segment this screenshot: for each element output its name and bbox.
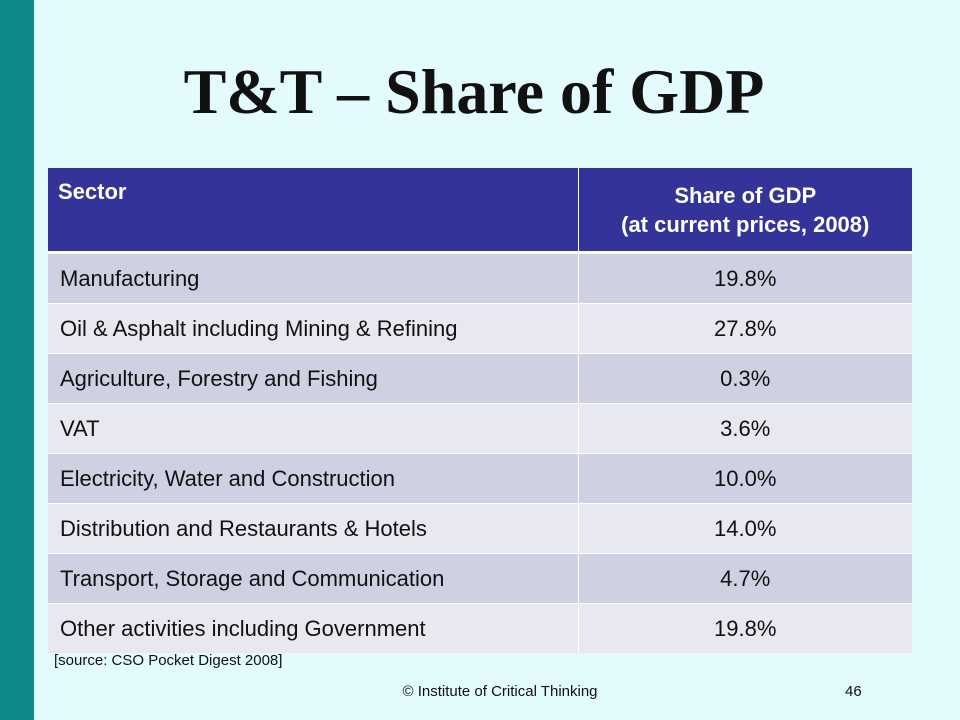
sector-cell: Distribution and Restaurants & Hotels (48, 503, 578, 554)
table-row: VAT 3.6% (48, 403, 912, 454)
table-row: Agriculture, Forestry and Fishing 0.3% (48, 353, 912, 404)
table-row: Manufacturing 19.8% (48, 252, 912, 304)
share-cell: 0.3% (577, 353, 912, 404)
sector-cell: Oil & Asphalt including Mining & Refinin… (48, 303, 578, 354)
table-row: Oil & Asphalt including Mining & Refinin… (48, 303, 912, 354)
table-row: Distribution and Restaurants & Hotels 14… (48, 503, 912, 554)
table-row: Electricity, Water and Construction 10.0… (48, 453, 912, 504)
gdp-share-table: Sector Share of GDP (at current prices, … (48, 168, 912, 653)
share-cell: 10.0% (577, 453, 912, 504)
sector-cell: Other activities including Government (48, 603, 578, 653)
footer-text: © Institute of Critical Thinking (402, 683, 598, 700)
left-accent-bar (0, 0, 34, 720)
share-cell: 19.8% (577, 252, 912, 304)
table-row: Transport, Storage and Communication 4.7… (48, 553, 912, 604)
slide-title: T&T – Share of GDP (183, 56, 765, 127)
table-header-row: Sector Share of GDP (at current prices, … (48, 168, 912, 254)
header-share: Share of GDP (at current prices, 2008) (577, 168, 912, 254)
share-cell: 14.0% (577, 503, 912, 554)
header-share-line2: (at current prices, 2008) (621, 211, 870, 237)
table-row: Other activities including Government 19… (48, 603, 912, 653)
sector-cell: Agriculture, Forestry and Fishing (48, 353, 578, 404)
header-sector: Sector (48, 168, 578, 254)
header-share-line1: Share of GDP (674, 182, 817, 208)
share-cell: 3.6% (577, 403, 912, 454)
source-note: [source: CSO Pocket Digest 2008] (54, 652, 283, 669)
sector-cell: Manufacturing (48, 252, 578, 304)
sector-cell: Electricity, Water and Construction (48, 453, 578, 504)
share-cell: 4.7% (577, 553, 912, 604)
share-cell: 27.8% (577, 303, 912, 354)
sector-cell: VAT (48, 403, 578, 454)
page-number: 46 (845, 683, 862, 700)
sector-cell: Transport, Storage and Communication (48, 553, 578, 604)
share-cell: 19.8% (577, 603, 912, 653)
